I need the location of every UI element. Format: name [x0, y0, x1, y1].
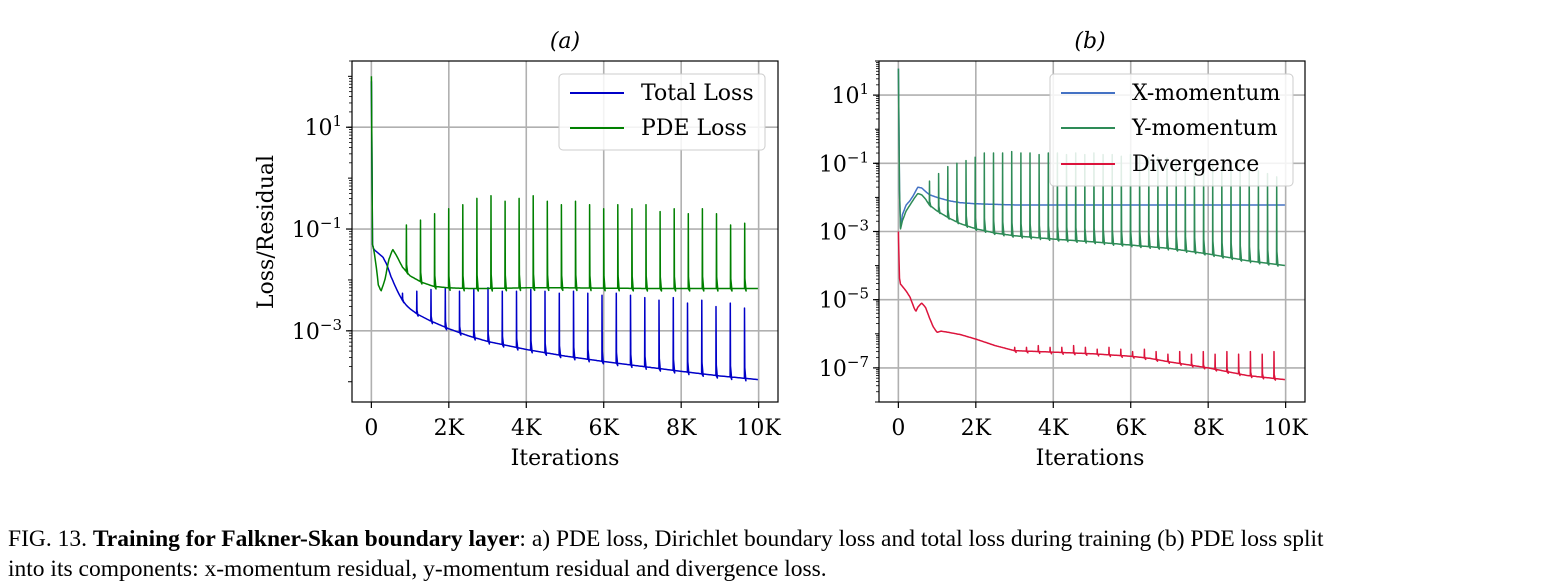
panel-b-legend-label-x-momentum: X-momentum	[1132, 81, 1280, 106]
panel-b-series-y-momentum	[897, 68, 1285, 267]
panel-a-series	[370, 76, 758, 382]
caption-fig-label: FIG. 13.	[8, 526, 87, 552]
panel-b-y-tick-label-2: 10−3	[819, 217, 869, 246]
panel-b-x-tick-label-2: 4K	[1038, 416, 1069, 441]
panel-a-legend: Total Loss PDE Loss	[558, 73, 766, 151]
panel-b-y-tick-label-4: 10−7	[819, 353, 869, 382]
panel-b-legend-label-divergence: Divergence	[1132, 152, 1259, 177]
panel-a-x-tick-label-2: 4K	[511, 416, 542, 441]
panel-a-series-total-loss	[370, 81, 758, 382]
panel-b-legend-label-y-momentum: Y-momentum	[1131, 116, 1278, 141]
panel-b-y-tick-label-3: 10−5	[819, 285, 869, 314]
panel-a-y-tick-label-2: 10−3	[292, 316, 342, 345]
panel-a-x-tick-label-5: 10K	[736, 416, 781, 441]
panel-a-x-tick-label-0: 0	[364, 416, 378, 441]
panel-b-y-tick-label-0: 101	[831, 80, 869, 109]
panel-a-y-ticks: 101 10−1 10−3	[292, 60, 352, 383]
panel-b-x-tick-label-3: 6K	[1116, 416, 1147, 441]
panel-b-series	[897, 68, 1285, 381]
panel-b-x-tick-label-4: 8K	[1193, 416, 1224, 441]
panel-a-series-pde-loss	[370, 76, 758, 292]
panel-a-x-label: Iterations	[511, 446, 620, 471]
panel-b-chart: 0 2K 4K 6K 8K 10K 101 10−1 10−3 10−5 10−7 (b) Ite…	[819, 29, 1309, 471]
panel-b-legend-box	[1049, 73, 1294, 187]
panel-b-x-label: Iterations	[1036, 446, 1145, 471]
panel-a-y-tick-label-0: 101	[304, 112, 342, 141]
panel-b-x-tick-label-5: 10K	[1263, 416, 1308, 441]
caption-line2: into its components: x-momentum residual…	[8, 556, 827, 582]
panel-b-series-x-momentum	[897, 68, 1285, 229]
panel-b-y-tick-label-1: 10−1	[819, 148, 869, 177]
panel-a-y-label: Loss/Residual	[254, 155, 279, 309]
figure-caption: FIG. 13. Training for Falkner-Skan bound…	[8, 524, 1556, 584]
panel-a-y-tick-label-1: 10−1	[292, 214, 342, 243]
panel-a-x-ticks: 0 2K 4K 6K 8K 10K	[364, 402, 781, 441]
caption-title: Training for Falkner-Skan boundary layer	[92, 526, 520, 552]
panel-b-x-tick-label-1: 2K	[961, 416, 992, 441]
panel-a-x-tick-label-3: 6K	[589, 416, 620, 441]
panel-a-x-tick-label-4: 8K	[666, 416, 697, 441]
panel-a-x-tick-label-1: 2K	[434, 416, 465, 441]
panel-b-title: (b)	[1074, 29, 1105, 54]
panel-a-title: (a)	[550, 29, 580, 54]
panel-b-y-ticks: 101 10−1 10−3 10−5 10−7	[819, 60, 879, 403]
panel-b-x-tick-label-0: 0	[891, 416, 905, 441]
panel-b-legend: X-momentum Y-momentum Divergence	[1049, 73, 1294, 187]
caption-line1: : a) PDE loss, Dirichlet boundary loss a…	[519, 526, 1324, 552]
panel-b-x-ticks: 0 2K 4K 6K 8K 10K	[891, 402, 1308, 441]
panel-a-legend-label-total-loss: Total Loss	[641, 81, 754, 106]
panel-b-series-divergence	[897, 231, 1285, 381]
panel-a-legend-label-pde-loss: PDE Loss	[641, 116, 747, 141]
